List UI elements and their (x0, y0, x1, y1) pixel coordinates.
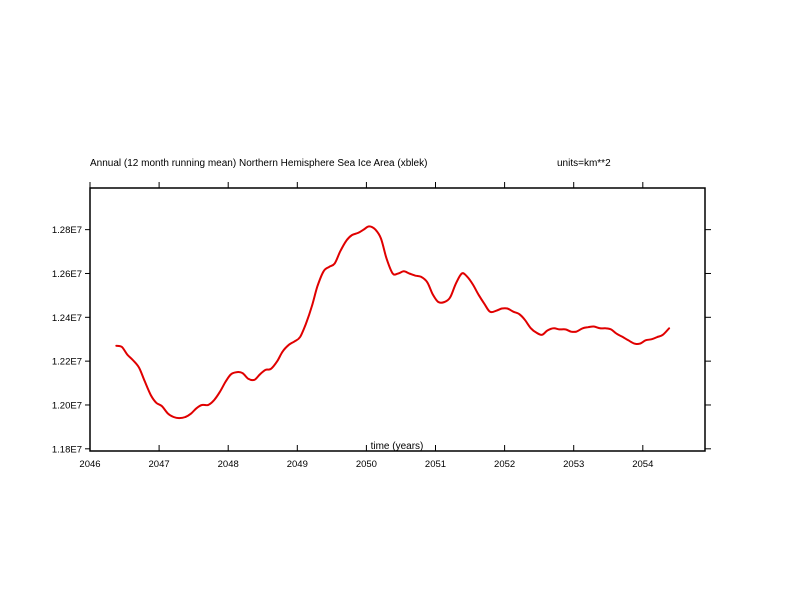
y-tick-label: 1.28E7 (52, 225, 82, 236)
x-tick-label: 2053 (563, 459, 584, 470)
y-tick-label: 1.22E7 (52, 357, 82, 368)
units-label: units=km**2 (557, 158, 611, 169)
x-tick-label: 2054 (632, 459, 653, 470)
chart-title: Annual (12 month running mean) Northern … (90, 158, 428, 169)
plot-frame (89, 187, 706, 452)
x-tick-label: 2050 (356, 459, 377, 470)
sea-ice-area-line (115, 225, 671, 420)
y-tick-label: 1.18E7 (52, 444, 82, 455)
x-tick-label: 2046 (79, 459, 100, 470)
x-tick-label: 2051 (425, 459, 446, 470)
x-tick-label: 2052 (494, 459, 515, 470)
axes: 2046 2047 2048 2049 2050 2051 2052 2053 2054 1.18… (52, 182, 711, 470)
x-tick-label: 2049 (287, 459, 308, 470)
x-axis-label: time (years) (371, 441, 424, 452)
y-tick-label: 1.24E7 (52, 313, 82, 324)
y-tick-label: 1.26E7 (52, 269, 82, 280)
y-tick-label: 1.20E7 (52, 400, 82, 411)
x-tick-label: 2047 (149, 459, 170, 470)
x-tick-label: 2048 (218, 459, 239, 470)
